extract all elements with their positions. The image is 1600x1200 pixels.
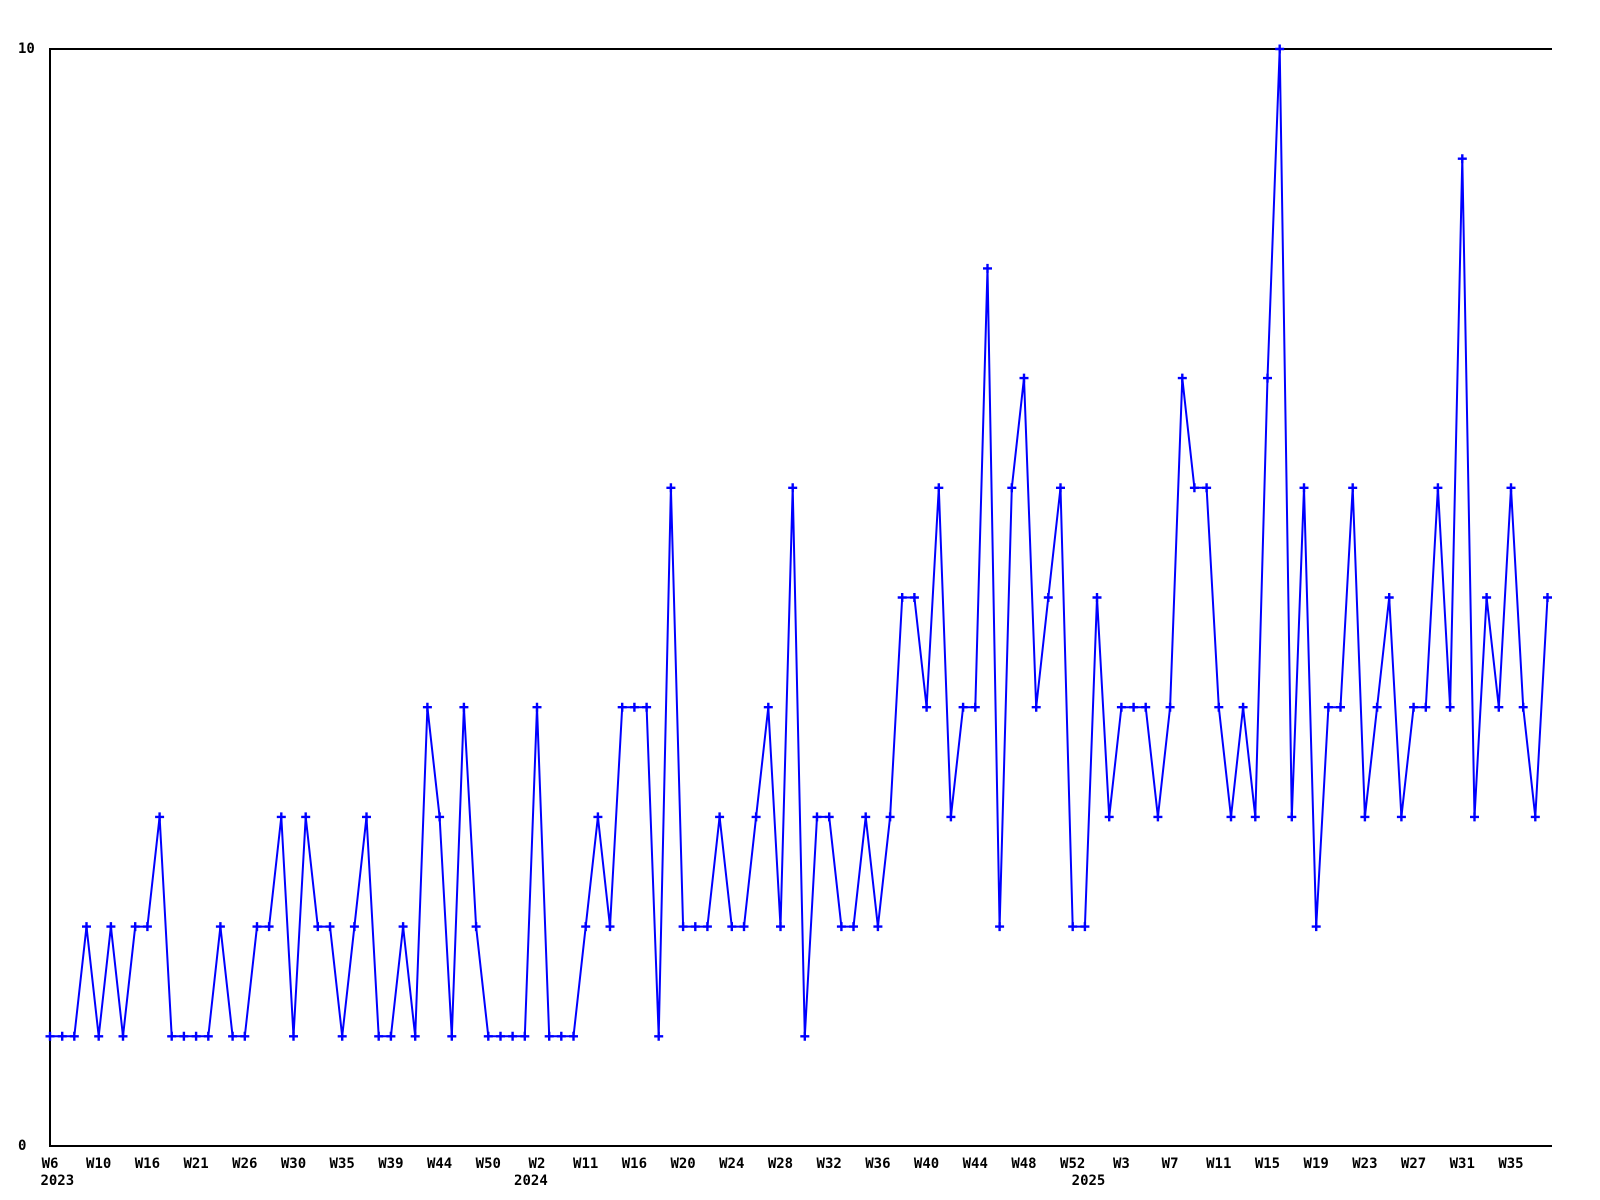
data-series-line	[50, 48, 1549, 1038]
x-tick-label: W15	[1255, 1156, 1280, 1172]
x-tick-label: W20	[670, 1156, 695, 1172]
x-tick-label: W7	[1162, 1156, 1179, 1172]
x-tick-label: W27	[1401, 1156, 1426, 1172]
axis-frame	[49, 48, 1552, 1147]
x-tick-label: W11	[1206, 1156, 1231, 1172]
x-tick-label: W44	[427, 1156, 452, 1172]
x-tick-label: W35	[1498, 1156, 1523, 1172]
y-tick-label-min: 0	[18, 1138, 26, 1154]
data-point-markers	[45, 44, 1552, 1041]
x-tick-label: W44	[963, 1156, 988, 1172]
x-tick-label: W50	[476, 1156, 501, 1172]
x-tick-label: W48	[1011, 1156, 1036, 1172]
x-tick-label: W21	[183, 1156, 208, 1172]
x-tick-label: W39	[378, 1156, 403, 1172]
year-label: 2023	[40, 1173, 74, 1189]
x-tick-label: W52	[1060, 1156, 1085, 1172]
x-tick-label: W24	[719, 1156, 744, 1172]
x-tick-label: W30	[281, 1156, 306, 1172]
x-tick-label: W10	[86, 1156, 111, 1172]
year-label: 2024	[514, 1173, 548, 1189]
x-tick-label: W11	[573, 1156, 598, 1172]
x-tick-label: W19	[1304, 1156, 1329, 1172]
x-tick-label: W40	[914, 1156, 939, 1172]
x-tick-label: W6	[42, 1156, 59, 1172]
x-tick-label: W26	[232, 1156, 257, 1172]
x-tick-label: W31	[1450, 1156, 1475, 1172]
x-tick-label: W2	[529, 1156, 546, 1172]
x-tick-label: W36	[865, 1156, 890, 1172]
y-tick-label-max: 10	[18, 41, 35, 57]
x-tick-label: W16	[622, 1156, 647, 1172]
x-tick-label: W3	[1113, 1156, 1130, 1172]
x-tick-label: W28	[768, 1156, 793, 1172]
x-tick-label: W23	[1352, 1156, 1377, 1172]
x-tick-label: W16	[135, 1156, 160, 1172]
x-tick-label: W35	[330, 1156, 355, 1172]
x-tick-label: W32	[817, 1156, 842, 1172]
year-label: 2025	[1072, 1173, 1106, 1189]
